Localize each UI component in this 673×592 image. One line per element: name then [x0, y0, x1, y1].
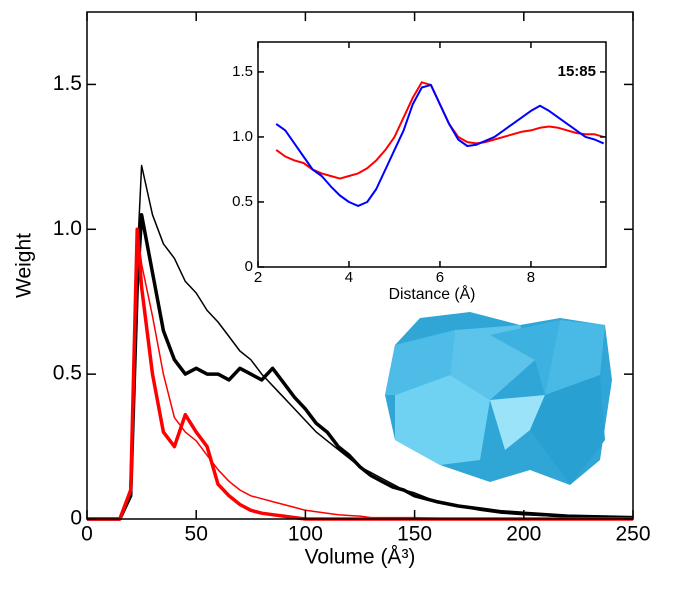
inset-background — [258, 42, 606, 267]
y-tick-label: 1.5 — [232, 63, 253, 80]
y-axis-label: Weight — [13, 233, 36, 298]
x-tick-label: 8 — [527, 269, 535, 286]
y-tick-label: 1.0 — [53, 217, 82, 240]
x-axis-label: Distance (Å) — [389, 284, 476, 303]
x-tick-label: 50 — [185, 522, 208, 545]
x-tick-label: 2 — [254, 269, 262, 286]
plot-frame — [257, 41, 607, 268]
inset-chart: 2 4 6 8 0 0.5 1.0 1.5 Distance (Å) 15:85 — [232, 41, 607, 303]
y-tick-label: 0 — [245, 258, 253, 275]
x-tick-label: 0 — [81, 522, 93, 545]
data-line — [87, 213, 634, 521]
data-line — [275, 83, 605, 207]
x-tick-label: 100 — [288, 522, 323, 545]
x-tick-label: 200 — [506, 522, 541, 545]
y-tick-label: 0.5 — [53, 362, 82, 385]
x-tick-label: 6 — [436, 269, 444, 286]
y-tick-label: 1.0 — [232, 128, 253, 145]
main-chart: 0 50 100 150 200 250 0 0.5 1.0 1.5 Volume (Å³) Weig… — [13, 11, 651, 568]
y-tick-label: 0.5 — [232, 193, 253, 210]
x-axis-label: Volume (Å³) — [305, 545, 416, 568]
plot-frame — [86, 11, 634, 520]
y-tick-label: 0 — [70, 507, 82, 530]
y-tick-label: 1.5 — [53, 72, 82, 95]
x-tick-label: 150 — [397, 522, 432, 545]
cage-rendering — [385, 312, 612, 485]
inset-title: 15:85 — [558, 63, 596, 80]
x-tick-label: 250 — [615, 522, 650, 545]
x-tick-label: 4 — [345, 269, 353, 286]
